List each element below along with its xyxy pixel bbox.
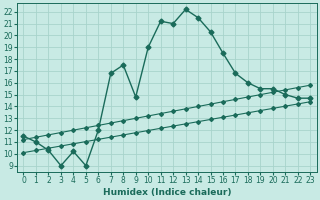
X-axis label: Humidex (Indice chaleur): Humidex (Indice chaleur) (103, 188, 231, 197)
